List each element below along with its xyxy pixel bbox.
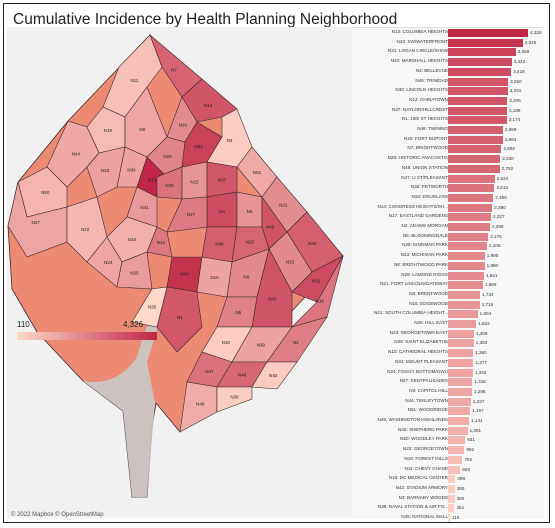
map-label-n41: N41 [140,205,149,210]
map-label-n13: N13 [148,178,157,183]
map-label-n47: N47 [205,369,214,374]
map-label-n30: N30 [268,296,277,301]
river-water [83,295,165,497]
map-label-n1: N1 [177,315,183,320]
neighborhood-n38 [216,386,253,413]
neighborhood-map[interactable]: N11 N7 N12 N19 N44 N9 N28 N29 N31 N3 N13 N34 N36 N23 N… [7,27,352,517]
map-label-n40: N40 [128,237,137,242]
map-label-n22: N22 [81,227,90,232]
map-label-n39: N39 [257,343,266,348]
legend-max-label: 4,326 [123,320,144,329]
map-label-n8: N8 [243,274,249,279]
map-label-n11: N11 [130,78,138,83]
neighborhood-n25 [116,251,153,290]
map-label-n35: N35 [148,304,157,309]
map-label-n9: N9 [139,127,145,132]
map-label-n46: N46 [215,241,224,246]
map-credit: © 2022 Mapbox © OpenStreetMap [11,512,104,518]
map-label-n16: N16 [316,299,325,304]
map-label-n17: N17 [187,212,196,217]
map-label-n3: N3 [227,138,233,143]
legend-min-label: 110 [17,320,30,329]
map-label-n45: N45 [266,224,275,229]
map-label-n7: N7 [171,68,177,73]
map-label-n2: N2 [293,340,299,345]
map-label-n4: N4 [219,209,225,214]
map-label-n49: N49 [196,401,205,406]
map-label-n28: N28 [163,154,172,159]
neighborhood-n23 [86,146,126,198]
map-label-n48: N48 [238,373,247,378]
map-label-n20: N20 [308,241,317,246]
map-label-n37: N37 [218,178,227,183]
map-label-n23: N23 [101,168,110,173]
map-label-n38: N38 [230,394,239,399]
map-label-n10: N10 [210,275,219,280]
map-label-n6: N6 [247,209,253,214]
neighborhood-n22 [66,196,108,263]
map-label-n42: N42 [269,373,278,378]
map-label-n25: N25 [130,271,139,276]
map-label-n43: N43 [180,271,189,276]
map-svg[interactable]: N11 N7 N12 N19 N44 N9 N28 N29 N31 N3 N13 N34 N36 N23 N… [7,27,352,517]
map-label-n21: N21 [279,203,288,208]
neighborhood-n12 [181,78,238,123]
dashboard-title: Cumulative Incidence by Health Planning … [13,11,398,28]
map-label-n24: N24 [104,260,113,265]
map-label-n51: N51 [253,170,262,175]
map-label-n19: N19 [104,128,113,133]
color-legend: 110 4,326 [17,320,162,345]
map-label-n29: N29 [179,123,188,128]
map-label-n33: N33 [286,259,295,264]
map-label-n50: N50 [41,190,50,195]
map-label-n31: N31 [194,144,203,149]
map-label-n18: N18 [222,340,231,345]
map-label-n36: N36 [165,183,174,188]
neighborhood-n42 [251,361,298,390]
map-label-n12: N12 [204,103,213,108]
map-label-n44: N44 [72,152,81,157]
map-label-n5: N5 [235,310,241,315]
map-label-n26: N26 [246,239,255,244]
legend-color-ramp [17,332,157,340]
map-label-n15: N15 [190,179,199,184]
map-label-n27: N27 [32,220,41,225]
map-label-n14: N14 [157,240,166,245]
map-label-n32: N32 [312,279,321,284]
map-label-n34: N34 [127,168,136,173]
neighborhood-n35 [131,286,168,328]
